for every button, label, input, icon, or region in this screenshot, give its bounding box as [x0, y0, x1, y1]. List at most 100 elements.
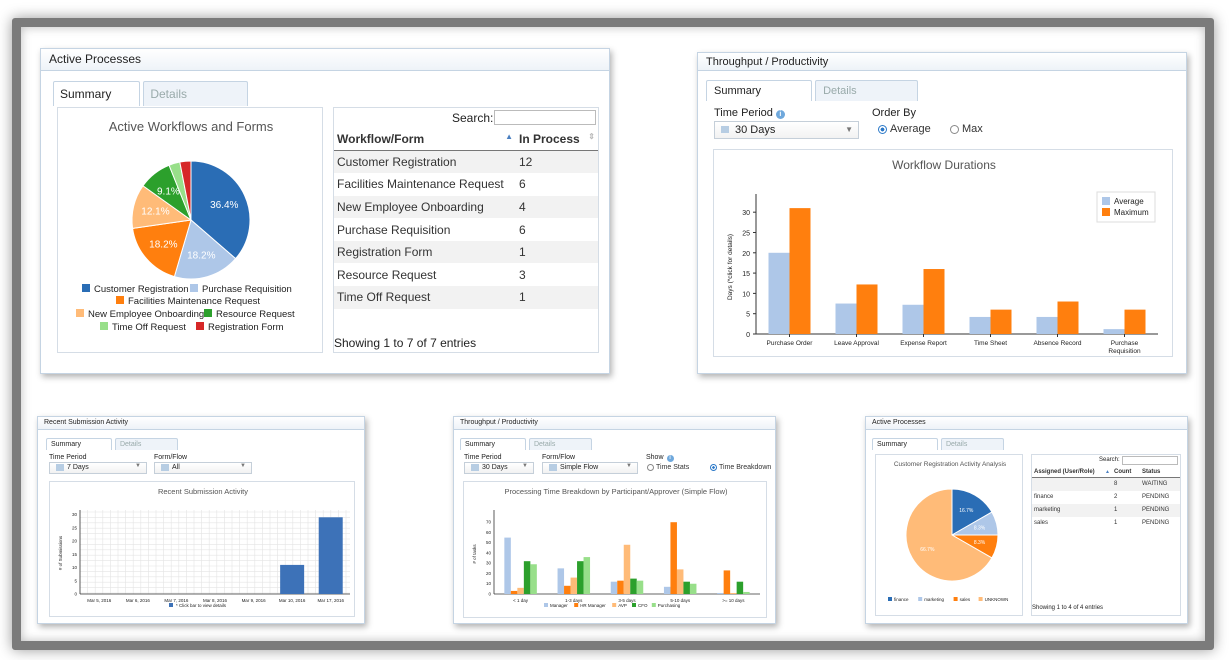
- legend-note: * Click bar to view details: [176, 603, 227, 608]
- legend-label: UNKNOWN: [985, 597, 1009, 602]
- panel-header: Active Processes: [866, 417, 1187, 430]
- pie-slice: [179, 160, 192, 221]
- legend-label: HR Manager: [580, 603, 606, 608]
- info-icon[interactable]: i: [775, 110, 785, 119]
- bar: [969, 316, 991, 334]
- table-row[interactable]: 8 WAITING: [1032, 477, 1180, 491]
- processing-time-breakdown-chart[interactable]: Processing Time Breakdown by Participant…: [464, 482, 768, 619]
- table-row[interactable]: marketing 1 PENDING: [1032, 503, 1180, 517]
- bar: [280, 564, 305, 594]
- tab-summary[interactable]: Summary: [872, 438, 938, 450]
- form-flow-label: Form/Flow: [154, 454, 188, 461]
- bar: [504, 537, 511, 594]
- column-header-status[interactable]: Status: [1140, 467, 1180, 478]
- column-header-count[interactable]: Count: [1112, 467, 1140, 478]
- column-header-workflow[interactable]: Workflow/Form ▲: [334, 128, 516, 151]
- workflow-name-cell: New Employee Onboarding: [334, 195, 516, 219]
- form-flow-select[interactable]: All ▼: [154, 462, 252, 474]
- recent-submission-panel: Recent Submission Activity Summary Detai…: [37, 416, 365, 624]
- calendar-icon: [56, 464, 64, 471]
- count-cell: 1: [1112, 503, 1140, 517]
- table-row[interactable]: Registration Form 1: [334, 240, 598, 264]
- radio-selected-icon: [710, 464, 717, 471]
- order-max-radio[interactable]: Max: [950, 123, 983, 135]
- y-tick-label: 10: [72, 565, 78, 570]
- assigned-table: Assigned (User/Role) ▲ Count Status 8 WAIT…: [1032, 467, 1180, 530]
- bar: [717, 592, 724, 594]
- slice-label: 18.2%: [149, 239, 177, 250]
- tab-details[interactable]: Details: [528, 438, 593, 450]
- x-tick-label: Time Sheet: [974, 340, 1007, 347]
- order-average-radio[interactable]: Average: [878, 123, 931, 135]
- table-row[interactable]: New Employee Onboarding 4: [334, 195, 598, 219]
- legend-swatch: [953, 597, 958, 601]
- search-label: Search:: [452, 111, 494, 125]
- in-process-cell: 1: [516, 240, 598, 264]
- tab-details[interactable]: Details: [940, 438, 1005, 450]
- table-row[interactable]: Resource Request 3: [334, 263, 598, 286]
- y-tick-label: 15: [742, 271, 750, 278]
- tab-summary[interactable]: Summary: [46, 438, 112, 450]
- recent-submission-chart[interactable]: Recent Submission Activity 0 5 10 15 20 25 30 # …: [50, 482, 356, 618]
- info-icon[interactable]: i: [666, 455, 674, 462]
- table-row[interactable]: Customer Registration 12: [334, 150, 598, 174]
- chevron-down-icon: ▼: [240, 463, 246, 469]
- time-stats-radio[interactable]: Time Stats: [647, 464, 689, 471]
- time-period-select[interactable]: 7 Days ▼: [49, 462, 147, 474]
- table-row[interactable]: finance 2 PENDING: [1032, 491, 1180, 504]
- y-axis-label: # of Submissions: [58, 535, 63, 570]
- activity-pie-box: Customer Registration Activity Analysis 1…: [875, 454, 1023, 616]
- time-period-select[interactable]: 30 Days ▼: [714, 121, 859, 139]
- workflow-name-cell: Registration Form: [334, 240, 516, 264]
- table-row[interactable]: Facilities Maintenance Request 6: [334, 173, 598, 196]
- legend-swatch: [1102, 208, 1110, 216]
- legend-label: Time Off Request: [112, 322, 186, 333]
- legend-swatch: [574, 603, 579, 607]
- tab-details[interactable]: Details: [143, 81, 249, 106]
- in-process-cell: 1: [516, 286, 598, 309]
- y-tick-label: 10: [486, 581, 492, 586]
- tab-details[interactable]: Details: [114, 438, 179, 450]
- in-process-cell: 6: [519, 222, 526, 237]
- tab-summary[interactable]: Summary: [706, 80, 813, 101]
- x-tick-label: Absence Record: [1033, 340, 1081, 347]
- search-input[interactable]: [494, 110, 596, 125]
- table-footer: Showing 1 to 4 of 4 entries: [1032, 605, 1104, 611]
- y-tick-label: 20: [742, 251, 750, 258]
- status-cell: PENDING: [1142, 494, 1170, 500]
- workflow-name-cell: Purchase Requisition: [337, 222, 451, 237]
- bar: [564, 585, 571, 594]
- y-tick-label: 15: [72, 552, 78, 557]
- slice-label: 9.1%: [157, 187, 180, 198]
- legend-swatch: [190, 284, 198, 292]
- column-header-in-process[interactable]: In Process ⇕: [516, 128, 598, 151]
- column-header-assigned[interactable]: Assigned (User/Role) ▲: [1032, 467, 1112, 478]
- table-row[interactable]: Time Off Request 1: [334, 286, 598, 309]
- legend-label: Resource Request: [216, 309, 295, 320]
- bar: [856, 284, 878, 334]
- table-row[interactable]: sales 1 PENDING: [1032, 517, 1180, 530]
- bar: [617, 580, 624, 594]
- tab-summary[interactable]: Summary: [460, 438, 526, 450]
- form-flow-select[interactable]: Simple Flow ▼: [542, 462, 638, 474]
- tab-summary[interactable]: Summary: [53, 81, 141, 106]
- tab-details[interactable]: Details: [815, 80, 918, 101]
- x-tick-label: Requisition: [1108, 348, 1141, 355]
- y-tick-label: 60: [486, 530, 492, 535]
- legend-swatch: [978, 597, 983, 601]
- workflow-name-cell: Resource Request: [337, 267, 437, 282]
- workflow-durations-chart[interactable]: Workflow Durations 0 5 10 15 20 25 30 Days (*cli…: [714, 150, 1174, 358]
- bar: [557, 568, 565, 594]
- y-tick-label: 70: [486, 520, 492, 525]
- legend-label: Maximum: [1114, 208, 1149, 217]
- active-workflows-pie-chart: Active Workflows and Forms 36.4% 18.2% 18.2…: [76, 119, 295, 333]
- time-period-select[interactable]: 30 Days ▼: [464, 462, 534, 474]
- search-input[interactable]: [1122, 456, 1178, 465]
- y-tick-label: 30: [742, 210, 750, 217]
- bar: [723, 570, 731, 594]
- legend-swatch: [651, 603, 656, 607]
- bar: [670, 522, 677, 594]
- time-breakdown-radio[interactable]: Time Breakdown: [710, 464, 771, 471]
- workflow-table: Workflow/Form ▲ In Process ⇕ Customer Regi…: [334, 128, 598, 309]
- table-row[interactable]: Purchase Requisition 6: [334, 218, 598, 241]
